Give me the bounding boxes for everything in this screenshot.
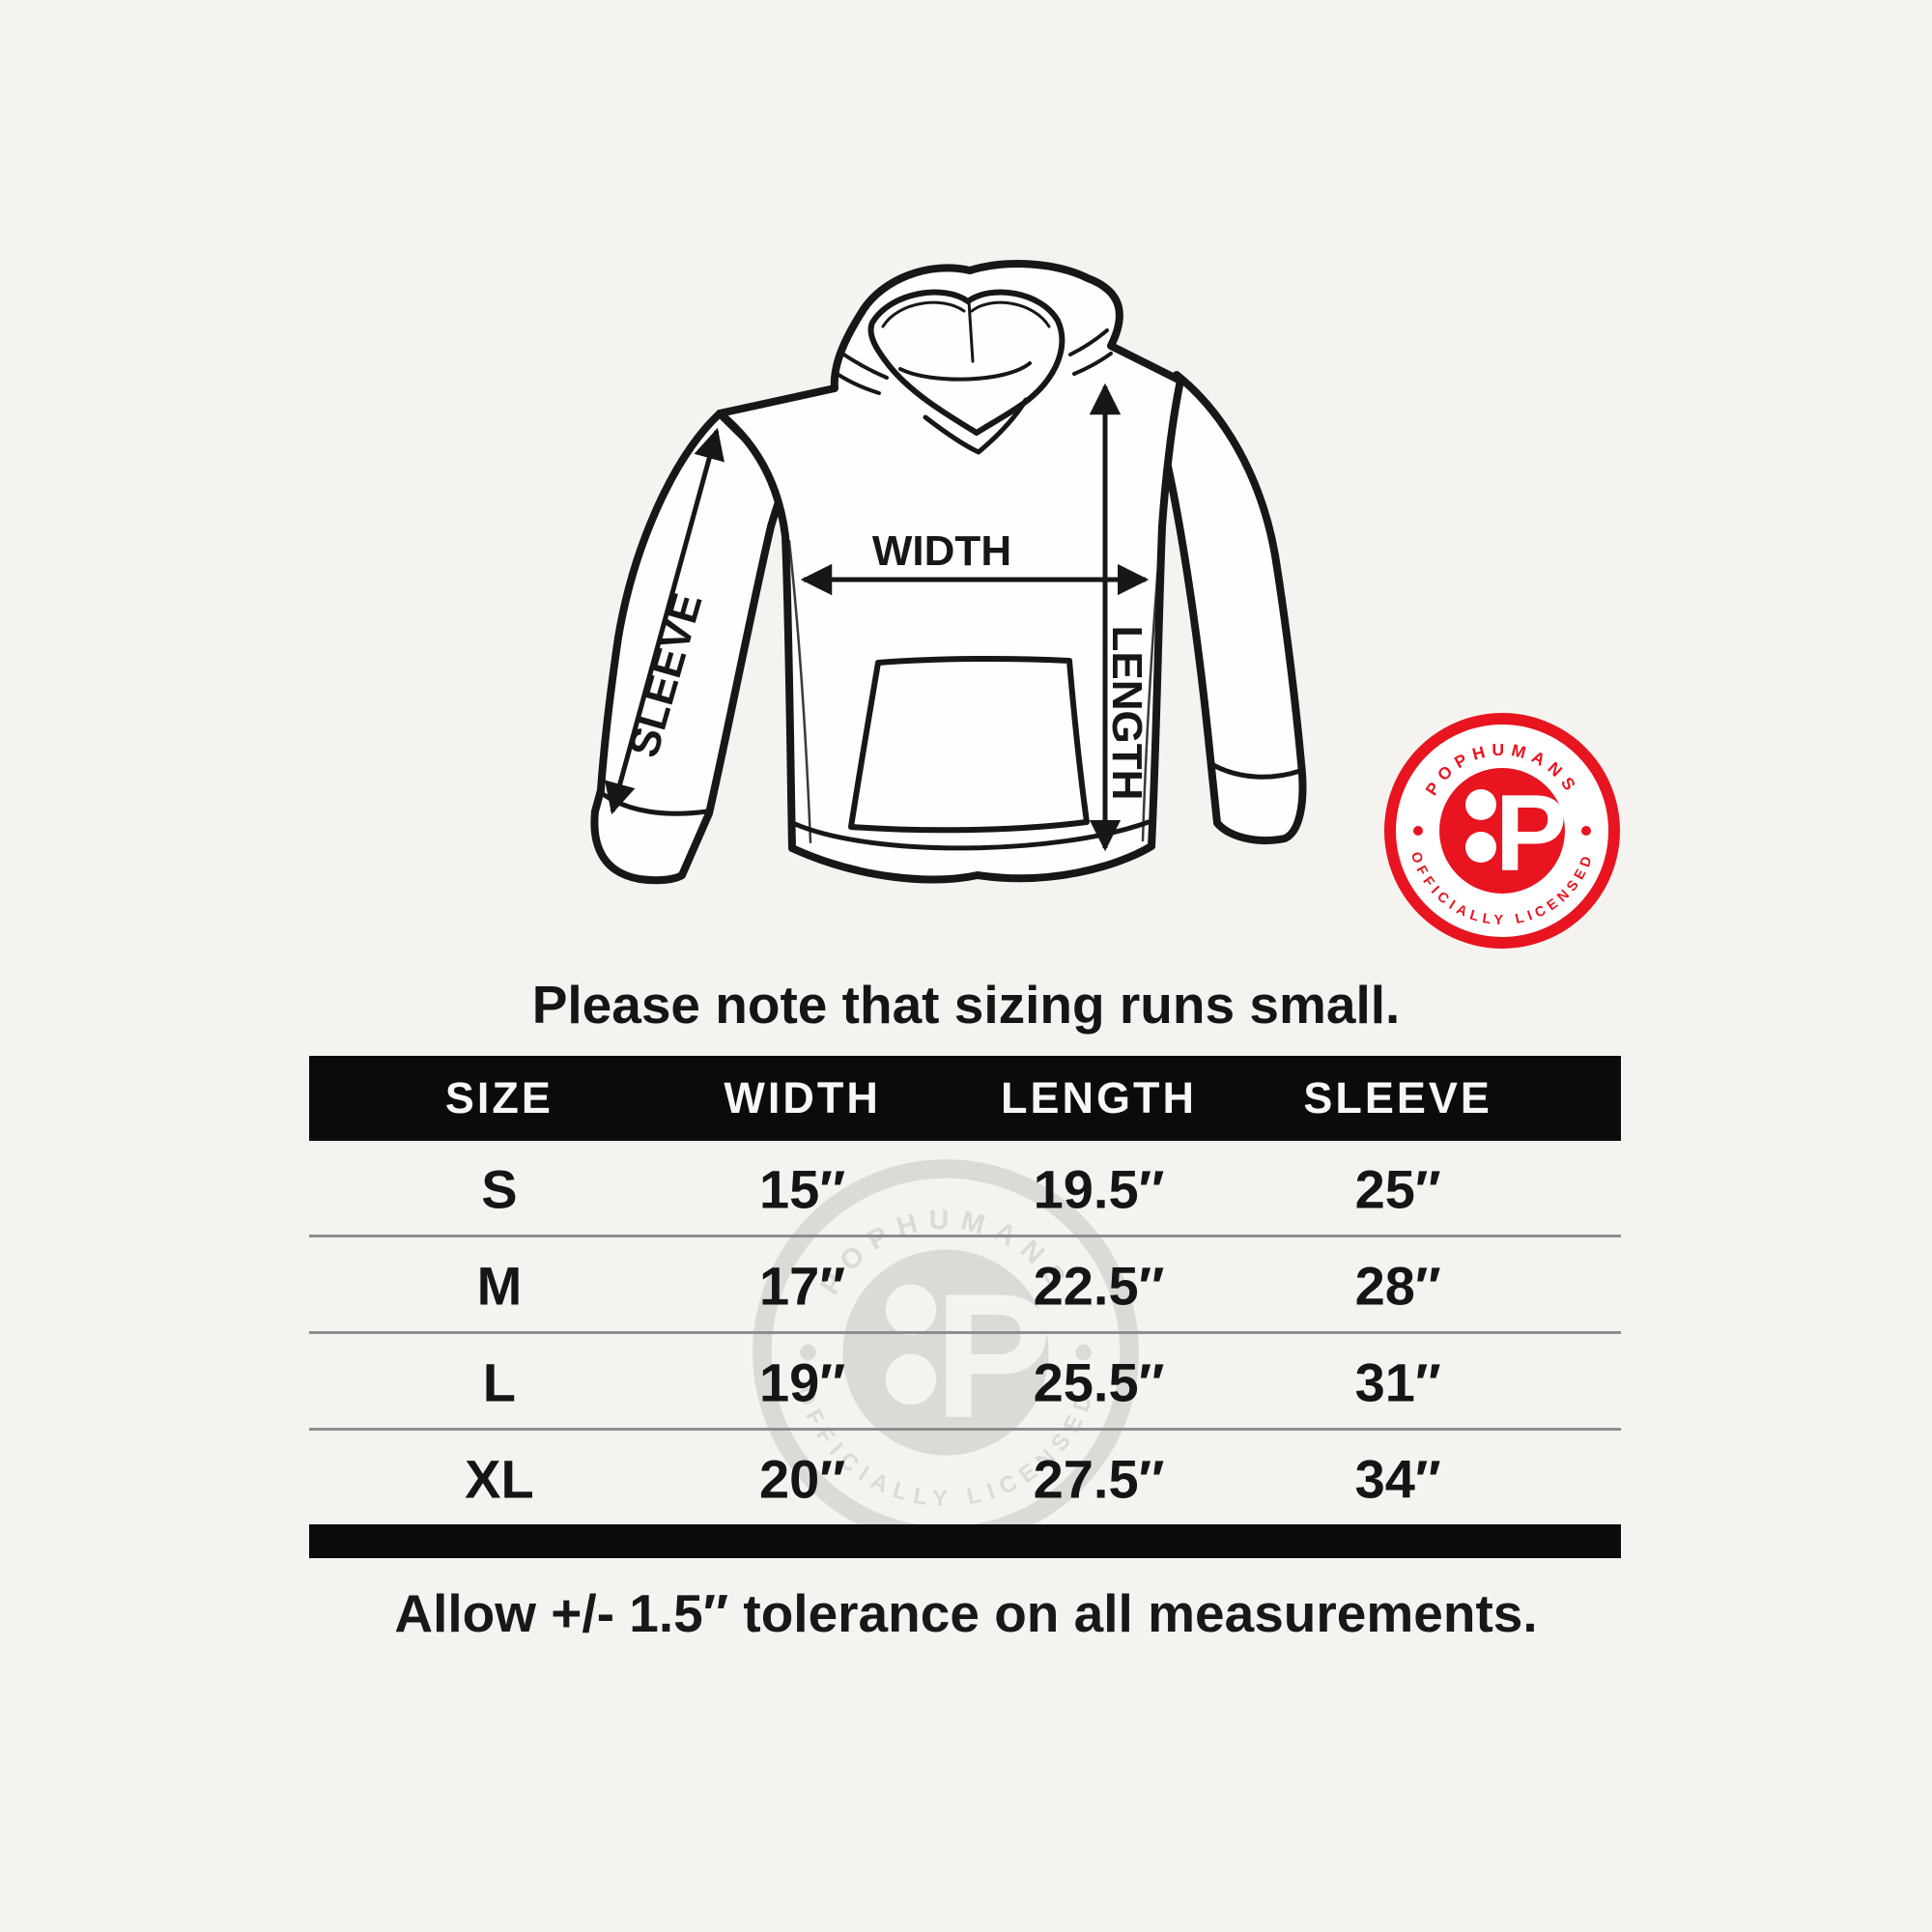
badge-dot-top <box>1465 789 1496 820</box>
hood-opening <box>867 289 1065 436</box>
cell-sleeve: 28″ <box>1354 1255 1441 1317</box>
width-label: WIDTH <box>872 527 1011 575</box>
table-row-l: L 19″ 25.5″ 31″ <box>309 1334 1621 1431</box>
table-row-m: M 17″ 22.5″ 28″ <box>309 1237 1621 1334</box>
table-row-xl: XL 20″ 27.5″ 34″ <box>309 1431 1621 1527</box>
table-row-s: S 15″ 19.5″ 25″ <box>309 1141 1621 1237</box>
row-divider <box>309 1428 1621 1431</box>
hood-gather-folds <box>837 328 1113 395</box>
cell-length: 19.5″ <box>1033 1158 1165 1220</box>
kangaroo-pocket <box>848 655 1090 834</box>
hood-back-curve <box>898 361 1032 382</box>
hood-inner-rim <box>881 300 1051 328</box>
hood-center-seam <box>967 299 975 363</box>
badge-dot-bottom <box>1465 832 1496 863</box>
right-cuff-line <box>1210 762 1303 780</box>
sizing-note: Please note that sizing runs small. <box>531 975 1401 1035</box>
badge-monogram: P <box>1495 773 1568 894</box>
row-divider <box>309 1331 1621 1334</box>
size-table: SIZE WIDTH LENGTH SLEEVE S 15″ 19.5″ 25″… <box>309 1056 1621 1560</box>
cell-size: M <box>476 1255 523 1317</box>
cell-length: 25.5″ <box>1033 1351 1165 1413</box>
table-footer-bar <box>309 1524 1621 1558</box>
cell-width: 17″ <box>759 1255 846 1317</box>
table-header: SIZE WIDTH LENGTH SLEEVE <box>309 1056 1621 1141</box>
cell-width: 15″ <box>759 1158 846 1220</box>
sleeve-arrow <box>605 427 724 815</box>
cell-sleeve: 25″ <box>1354 1158 1441 1220</box>
header-cell-width: WIDTH <box>724 1073 881 1122</box>
cell-size: L <box>482 1351 517 1413</box>
cell-width: 19″ <box>759 1351 846 1413</box>
length-label: LENGTH <box>1103 626 1151 801</box>
brand-badge: P POPHUMANS OFFICIALLY LICENSED <box>1384 713 1620 949</box>
header-cell-sleeve: SLEEVE <box>1303 1073 1492 1122</box>
hood-chin-flap <box>923 397 1029 455</box>
tolerance-note: Allow +/- 1.5″ tolerance on all measurem… <box>394 1583 1538 1643</box>
cell-sleeve: 34″ <box>1354 1448 1441 1510</box>
hoodie-diagram: WIDTH LENGTH SLEEVE <box>590 260 1307 885</box>
cell-width: 20″ <box>759 1448 846 1510</box>
cell-length: 27.5″ <box>1033 1448 1165 1510</box>
watermark-badge: P POPHUMANS OFFICIALLY LICENSED <box>753 1159 1139 1546</box>
cell-size: XL <box>465 1448 534 1510</box>
watermark-monogram: P <box>934 1257 1052 1455</box>
cell-size: S <box>481 1158 518 1220</box>
row-divider <box>309 1235 1621 1237</box>
header-cell-size: SIZE <box>444 1073 554 1122</box>
body-seam-lines <box>787 539 1162 844</box>
badge-seal: P POPHUMANS OFFICIALLY LICENSED <box>1384 713 1620 949</box>
cell-sleeve: 31″ <box>1354 1351 1441 1413</box>
cell-length: 22.5″ <box>1033 1255 1165 1317</box>
header-cell-length: LENGTH <box>1001 1073 1198 1122</box>
hoodie-right-sleeve <box>1163 371 1307 845</box>
